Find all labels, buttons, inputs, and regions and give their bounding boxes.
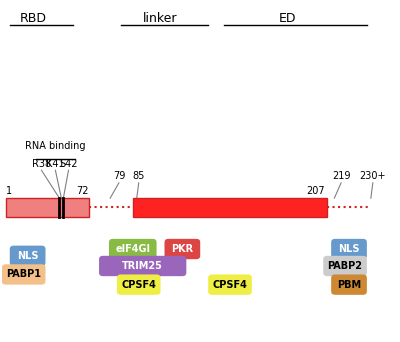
Text: S42: S42 xyxy=(59,159,78,169)
FancyBboxPatch shape xyxy=(109,239,156,259)
Text: CPSF4: CPSF4 xyxy=(212,280,248,290)
Text: PKR: PKR xyxy=(171,244,194,254)
Text: linker: linker xyxy=(143,12,178,25)
FancyBboxPatch shape xyxy=(117,275,160,295)
Text: 207: 207 xyxy=(306,186,325,196)
Text: PABP2: PABP2 xyxy=(328,261,362,271)
FancyBboxPatch shape xyxy=(331,275,367,295)
Text: 85: 85 xyxy=(132,171,145,181)
FancyBboxPatch shape xyxy=(10,246,46,266)
Text: RBD: RBD xyxy=(20,12,47,25)
Text: 1: 1 xyxy=(6,186,12,196)
FancyBboxPatch shape xyxy=(208,275,252,295)
Text: 230+: 230+ xyxy=(360,171,386,181)
Text: 72: 72 xyxy=(77,186,89,196)
Text: K41: K41 xyxy=(46,159,65,169)
Text: NLS: NLS xyxy=(17,251,38,261)
Text: CPSF4: CPSF4 xyxy=(121,280,156,290)
Text: RNA binding: RNA binding xyxy=(25,141,86,150)
Text: eIF4GI: eIF4GI xyxy=(115,244,150,254)
Bar xyxy=(6,198,89,217)
Text: TRIM25: TRIM25 xyxy=(122,261,163,271)
Text: ED: ED xyxy=(279,12,296,25)
FancyBboxPatch shape xyxy=(164,239,200,259)
Text: R38: R38 xyxy=(32,159,51,169)
FancyBboxPatch shape xyxy=(2,264,46,285)
Bar xyxy=(133,198,327,217)
Text: 79: 79 xyxy=(113,171,125,181)
FancyBboxPatch shape xyxy=(323,256,367,276)
Text: PABP1: PABP1 xyxy=(6,269,41,279)
Text: 219: 219 xyxy=(332,171,350,181)
FancyBboxPatch shape xyxy=(331,239,367,259)
FancyBboxPatch shape xyxy=(99,256,186,276)
Text: PBM: PBM xyxy=(337,280,361,290)
Text: NLS: NLS xyxy=(338,244,360,254)
